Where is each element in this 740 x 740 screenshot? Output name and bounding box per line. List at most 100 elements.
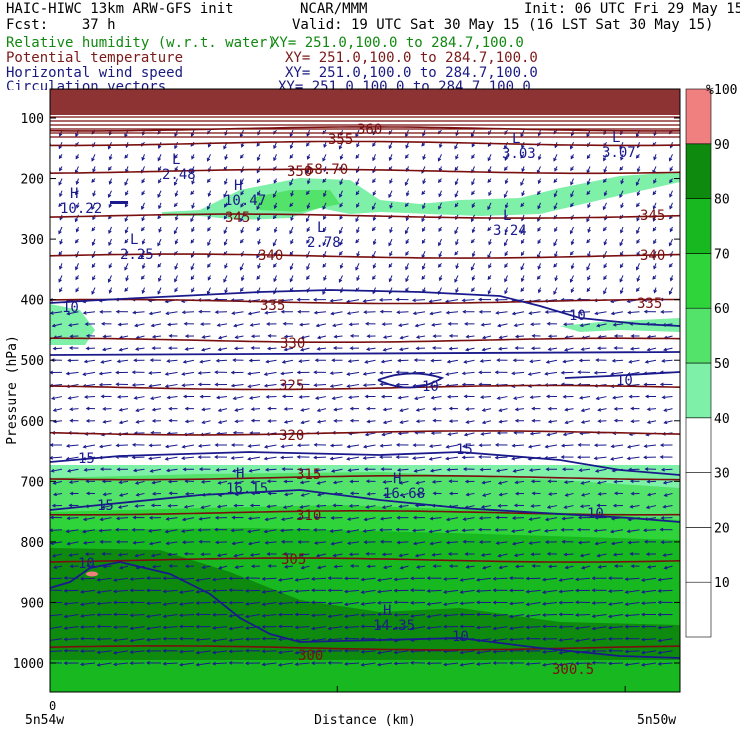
wind-vector-head	[657, 625, 662, 630]
wind-vector	[361, 601, 376, 605]
wind-vector-head	[409, 626, 414, 631]
wind-vector	[51, 396, 63, 400]
wind-vector-head	[148, 443, 153, 448]
wind-vector-head	[75, 276, 79, 281]
wind-vector-head	[422, 132, 426, 137]
wind-vector-head	[99, 467, 104, 471]
wind-vector-head	[112, 638, 117, 643]
wind-vector	[146, 638, 162, 641]
wind-vector-head	[140, 227, 145, 232]
wind-vector	[355, 178, 360, 185]
wind-vector-head	[191, 288, 195, 293]
wind-vector-head	[660, 310, 665, 314]
wind-vector	[202, 565, 211, 569]
wind-vector-head	[611, 395, 617, 400]
wind-vector-head	[339, 241, 343, 246]
wind-vector-head	[224, 156, 228, 161]
wind-vector	[332, 396, 343, 400]
wind-vector-head	[562, 432, 567, 437]
wind-vector-head	[398, 553, 403, 558]
wind-vector	[377, 662, 393, 666]
wind-vector-head	[597, 492, 602, 496]
wind-vector	[53, 565, 63, 569]
wind-vector	[167, 359, 178, 362]
wind-vector-head	[442, 590, 447, 594]
wind-vector-head	[339, 193, 343, 198]
wind-vector-head	[372, 179, 376, 184]
wind-vector-head	[108, 229, 112, 234]
wind-vector	[103, 492, 112, 496]
wind-vector	[102, 347, 112, 351]
wind-vector-head	[578, 358, 583, 363]
wind-vector	[429, 529, 442, 533]
wind-vector	[317, 335, 327, 339]
wind-vector-head	[280, 455, 285, 460]
wind-vector	[198, 444, 211, 447]
wind-vector-head	[162, 648, 167, 653]
wind-vector-head	[454, 203, 459, 208]
wind-vector-head	[475, 577, 480, 582]
wind-vector-head	[479, 395, 484, 400]
colorbar-segment	[685, 472, 712, 528]
wind-vector-head	[415, 408, 420, 412]
wind-vector-head	[442, 662, 447, 667]
wind-vector-head	[463, 432, 468, 437]
wind-vector-head	[118, 493, 124, 497]
wind-vector-head	[240, 181, 244, 186]
wind-vector	[499, 335, 508, 339]
wind-vector-head	[134, 504, 139, 508]
wind-vector	[50, 529, 63, 531]
wind-vector-head	[528, 541, 533, 545]
wind-vector	[157, 154, 162, 161]
wind-vector-head	[365, 551, 370, 556]
wind-vector-head	[620, 204, 624, 209]
wind-vector-head	[114, 527, 119, 532]
wind-vector-head	[492, 649, 497, 654]
wind-vector-head	[233, 553, 238, 558]
wind-speed-contour	[50, 489, 680, 523]
wind-vector-head	[129, 613, 134, 618]
wind-vector	[663, 553, 673, 556]
wind-vector-head	[313, 515, 318, 520]
rh-region	[50, 548, 680, 660]
wind-vector-head	[577, 310, 582, 315]
wind-vector	[113, 626, 129, 628]
wind-vector-head	[124, 217, 129, 222]
wind-vector-head	[330, 541, 335, 546]
wind-vector	[662, 396, 673, 399]
wind-vector-head	[547, 492, 552, 496]
wind-vector-head	[96, 612, 101, 617]
wind-vector	[611, 371, 624, 375]
wind-vector	[594, 456, 607, 460]
wind-vector-head	[59, 216, 63, 221]
wind-vector-head	[578, 468, 583, 473]
wind-vector-head	[277, 650, 282, 655]
wind-vector-head	[405, 278, 409, 283]
wind-vector-head	[613, 491, 618, 496]
wind-vector-head	[659, 443, 664, 447]
wind-vector-head	[65, 443, 70, 448]
wind-vector	[182, 383, 195, 386]
wind-vector-head	[635, 266, 640, 271]
wind-vector-head	[261, 662, 266, 667]
wind-vector-head	[543, 528, 548, 533]
wind-vector-head	[630, 406, 635, 411]
wind-vector	[363, 383, 376, 386]
wind-vector	[267, 347, 277, 350]
wind-vector	[372, 154, 376, 161]
wind-speed-contour	[564, 371, 680, 379]
wind-vector-head	[181, 517, 186, 522]
wind-vector-head	[669, 228, 674, 233]
wind-vector-head	[591, 588, 596, 593]
wind-vector-head	[371, 227, 376, 232]
wind-vector-head	[322, 263, 327, 268]
wind-vector-head	[50, 541, 54, 546]
wind-vector-head	[612, 503, 617, 508]
wind-vector-head	[607, 625, 612, 630]
field-vectors-name: Circulation vectors	[6, 80, 167, 90]
wind-vector-head	[338, 278, 343, 283]
wind-vector	[229, 626, 244, 630]
wind-vector-head	[525, 602, 530, 607]
wind-vector-head	[455, 265, 459, 270]
